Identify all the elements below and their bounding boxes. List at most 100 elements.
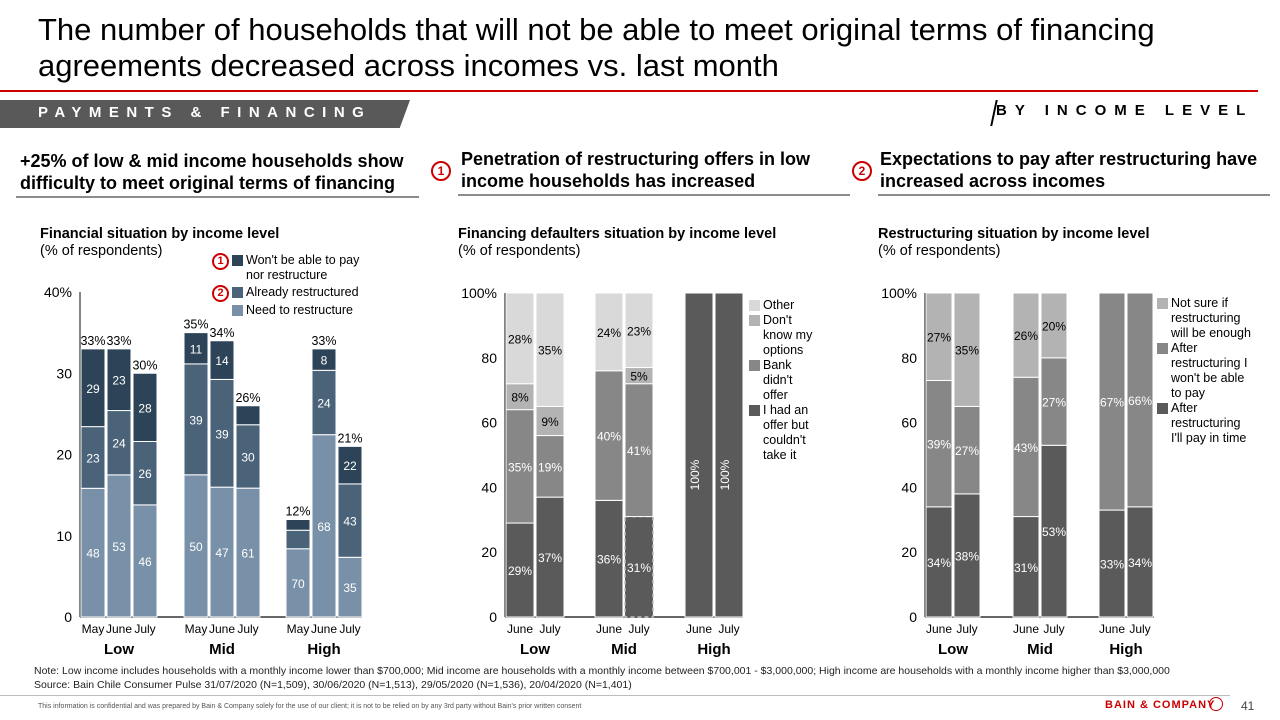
segment-label: 48 (86, 547, 100, 561)
segment-label: 38% (955, 549, 979, 563)
bar-segment-wont-pay (1040, 357, 1068, 446)
segment-label: 40% (597, 430, 621, 444)
group-label: Low (938, 641, 968, 658)
bar-segment-restructured (311, 369, 337, 436)
group-label: High (1109, 641, 1142, 658)
chart-3-legend: Not sure if restructuring will be enough… (1157, 296, 1257, 446)
segment-label: 46 (138, 555, 152, 569)
segment-label: 27% (927, 331, 951, 345)
bar-segment-other (594, 292, 624, 372)
bar-segment-had-offer (684, 292, 714, 618)
bar-total-label: 33% (80, 334, 105, 348)
bar-segment-wont-pay (925, 379, 953, 508)
bar-segment-wont-pay (235, 405, 261, 426)
section-band (0, 100, 410, 128)
x-tick-label: July (539, 622, 560, 636)
group-label: Low (104, 641, 134, 658)
segment-label: 34% (927, 556, 951, 570)
bar-segment-need (80, 487, 106, 618)
group-label: Mid (1027, 641, 1053, 658)
legend-label: Not sure if restructuring will be enough (1171, 296, 1251, 340)
y-tick-label: 10 (56, 528, 72, 544)
legend-item-wont-pay: 1 Won't be able to pay nor restructure (212, 253, 371, 283)
legend-label: Won't be able to pay nor restructure (246, 253, 360, 282)
x-tick-label: May (185, 622, 208, 636)
confidential-notice: This information is confidential and was… (38, 703, 582, 710)
panel-1-headline: +25% of low & mid income households show… (20, 151, 404, 193)
x-tick-label: June (1013, 622, 1039, 636)
segment-label: 35 (343, 581, 357, 595)
segment-label: 100% (688, 459, 702, 490)
bar-segment-pay (1040, 444, 1068, 618)
group-label: High (307, 641, 340, 658)
bar-segment-wont-pay (285, 519, 311, 531)
legend-item-not-sure: Not sure if restructuring will be enough (1157, 296, 1257, 341)
legend-item-pay-in-time: After restructuring I'll pay in time (1157, 401, 1257, 446)
segment-label: 23 (86, 451, 100, 465)
chart-1-svg: 0 10 20 30 40% 48 23 29 33% May 53 24 23 33% June 46 26 2… (44, 284, 363, 658)
y-tick-label: 0 (909, 609, 917, 625)
bar-segment-wont-pay (311, 348, 337, 371)
segment-label: 61 (241, 547, 255, 561)
x-tick-label: July (339, 622, 360, 636)
segment-label: 27% (955, 444, 979, 458)
bar-total-label: 12% (285, 505, 310, 519)
legend-swatch (1157, 343, 1168, 354)
group-label: High (697, 641, 730, 658)
x-tick-label: July (718, 622, 739, 636)
legend-item-other: Other (749, 298, 829, 313)
segment-label: 53 (112, 540, 126, 554)
legend-swatch (232, 287, 243, 298)
slide-title: The number of households that will not b… (38, 12, 1155, 83)
y-tick-label: 60 (481, 415, 497, 431)
bar-total-label: 33% (311, 334, 336, 348)
bar-segment-wont-pay (337, 445, 363, 485)
bar-segment-not-sure (1012, 292, 1040, 378)
y-tick-label: 20 (481, 544, 497, 560)
y-tick-label: 80 (481, 350, 497, 366)
segment-label: 9% (541, 415, 559, 429)
panel-2-headline: Penetration of restructuring offers in l… (461, 149, 811, 191)
segment-label: 53% (1042, 525, 1066, 539)
segment-label: 100% (718, 459, 732, 490)
x-tick-label: May (82, 622, 105, 636)
legend-item-dont-know: Don't know my options (749, 313, 829, 358)
segment-label: 23% (627, 324, 651, 338)
panel-3-headline: Expectations to pay after restructuring … (880, 149, 1258, 191)
legend-label: Bank didn't offer (763, 358, 793, 402)
y-tick-label: 100% (461, 285, 497, 301)
segment-label: 20% (1042, 319, 1066, 333)
group-label: Mid (611, 641, 637, 658)
legend-item-restructured: 2 Already restructured (212, 285, 371, 302)
bar-segment-restructured (337, 483, 363, 558)
segment-label: 31% (627, 561, 651, 575)
bar-segment-need (337, 556, 363, 618)
bar-segment-need (132, 504, 158, 618)
x-tick-label: June (926, 622, 952, 636)
segment-label: 30 (241, 450, 255, 464)
segment-label: 29 (86, 382, 100, 396)
page-number: 41 (1241, 699, 1255, 713)
segment-label: 26 (138, 467, 152, 481)
y-tick-label: 20 (56, 447, 72, 463)
marker-2-icon: 2 (852, 161, 872, 181)
legend-swatch (232, 305, 243, 316)
segment-label: 19% (538, 460, 562, 474)
bain-logo-icon (1209, 697, 1223, 711)
y-tick-label: 80 (901, 350, 917, 366)
bar-segment-had-offer (624, 515, 654, 618)
chart-3-subtitle: (% of respondents) (878, 243, 1001, 259)
bar-segment-wont-pay (209, 340, 235, 380)
bar-segment-restructured (132, 441, 158, 506)
footnote: Note: Low income includes households wit… (34, 664, 1170, 692)
legend-label: I had an offer but couldn't take it (763, 403, 809, 462)
panel-3-rule (878, 194, 1270, 196)
bar-total-label: 26% (235, 391, 260, 405)
bar-segment-need (285, 548, 311, 618)
segment-label: 41% (627, 444, 651, 458)
bar-segment-restructured (209, 378, 235, 488)
chart-1-subtitle: (% of respondents) (40, 243, 163, 259)
segment-label: 36% (597, 553, 621, 567)
x-tick-label: June (311, 622, 337, 636)
x-tick-label: July (1043, 622, 1064, 636)
